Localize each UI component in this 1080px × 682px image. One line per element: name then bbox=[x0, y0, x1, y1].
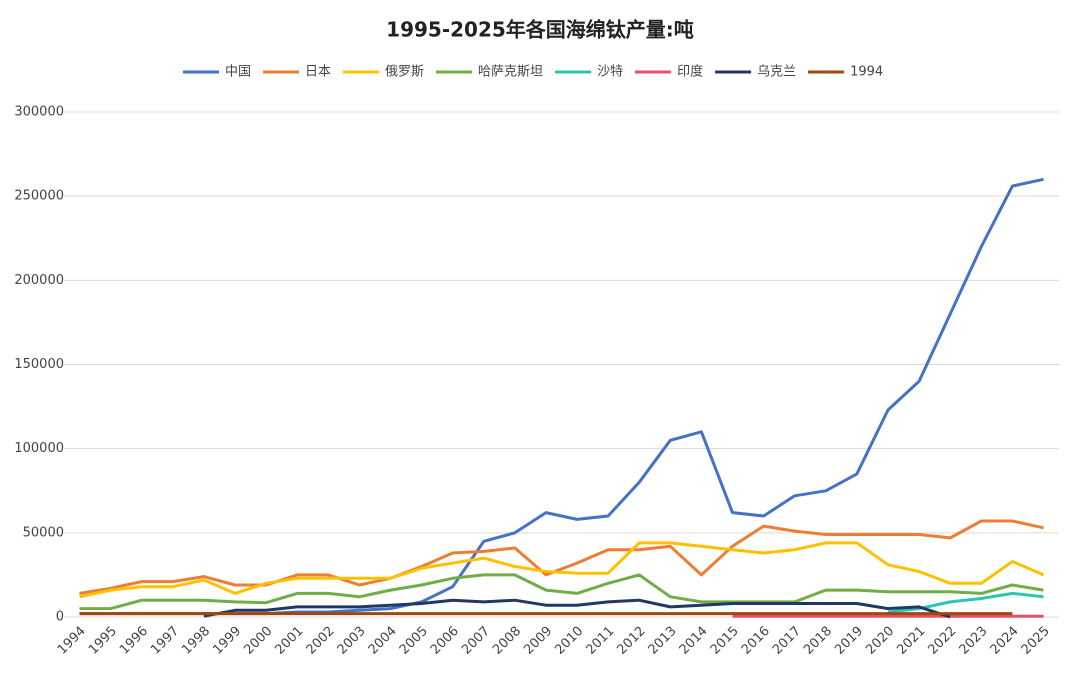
y-tick-label: 50000 bbox=[23, 525, 64, 540]
y-tick-label: 200000 bbox=[14, 273, 64, 288]
x-tick-label: 1995 bbox=[86, 624, 120, 658]
x-tick-label: 1994 bbox=[55, 624, 89, 658]
x-tick-label: 2020 bbox=[863, 624, 897, 658]
series-line bbox=[887, 591, 1044, 614]
x-tick-label: 2018 bbox=[801, 624, 835, 658]
x-tick-label: 2009 bbox=[521, 624, 555, 658]
x-tick-label: 2014 bbox=[677, 624, 711, 658]
y-tick-label: 100000 bbox=[14, 441, 64, 456]
legend-label: 日本 bbox=[305, 65, 331, 80]
x-tick-label: 2005 bbox=[397, 624, 431, 658]
x-tick-label: 2013 bbox=[646, 624, 680, 658]
series-line bbox=[79, 177, 1044, 616]
x-tick-label: 2006 bbox=[428, 624, 462, 658]
x-tick-label: 1998 bbox=[179, 624, 213, 658]
x-tick-label: 2024 bbox=[988, 624, 1022, 658]
x-tick-label: 2022 bbox=[925, 624, 959, 658]
x-tick-label: 2010 bbox=[552, 624, 586, 658]
x-tick-label: 2001 bbox=[272, 624, 306, 658]
x-tick-label: 2011 bbox=[583, 624, 617, 658]
chart-title: 1995-2025年各国海绵钛产量:吨 bbox=[386, 18, 694, 42]
x-tick-label: 2012 bbox=[615, 624, 649, 658]
x-tick-label: 2021 bbox=[894, 624, 928, 658]
x-tick-label: 2007 bbox=[459, 624, 493, 658]
x-tick-label: 2023 bbox=[957, 624, 991, 658]
x-tick-label: 2000 bbox=[241, 624, 275, 658]
series-line bbox=[79, 573, 1044, 611]
legend-label: 中国 bbox=[225, 65, 251, 80]
x-tick-label: 2025 bbox=[1019, 624, 1053, 658]
x-tick-label: 2003 bbox=[335, 624, 369, 658]
series-line bbox=[79, 541, 1045, 599]
x-tick-label: 2002 bbox=[304, 624, 338, 658]
y-tick-label: 0 bbox=[56, 610, 64, 625]
x-tick-label: 2017 bbox=[770, 624, 804, 658]
y-tick-label: 300000 bbox=[14, 105, 64, 120]
x-tick-label: 1999 bbox=[210, 624, 244, 658]
x-tick-label: 2016 bbox=[739, 624, 773, 658]
legend-label: 印度 bbox=[677, 64, 703, 80]
y-tick-label: 250000 bbox=[14, 189, 64, 204]
legend-label: 乌克兰 bbox=[757, 64, 796, 80]
series-line bbox=[79, 519, 1044, 595]
legend-label: 哈萨克斯坦 bbox=[478, 65, 543, 80]
x-tick-label: 1996 bbox=[117, 624, 151, 658]
x-tick-label: 2004 bbox=[366, 624, 400, 658]
legend-label: 1994 bbox=[850, 65, 883, 80]
legend-label: 俄罗斯 bbox=[385, 65, 424, 80]
legend-label: 沙特 bbox=[597, 65, 623, 80]
x-tick-label: 2008 bbox=[490, 624, 524, 658]
series-line bbox=[203, 598, 951, 619]
x-tick-label: 2015 bbox=[708, 624, 742, 658]
x-tick-label: 2019 bbox=[832, 624, 866, 658]
y-tick-label: 150000 bbox=[14, 357, 64, 372]
x-tick-label: 1997 bbox=[148, 624, 182, 658]
